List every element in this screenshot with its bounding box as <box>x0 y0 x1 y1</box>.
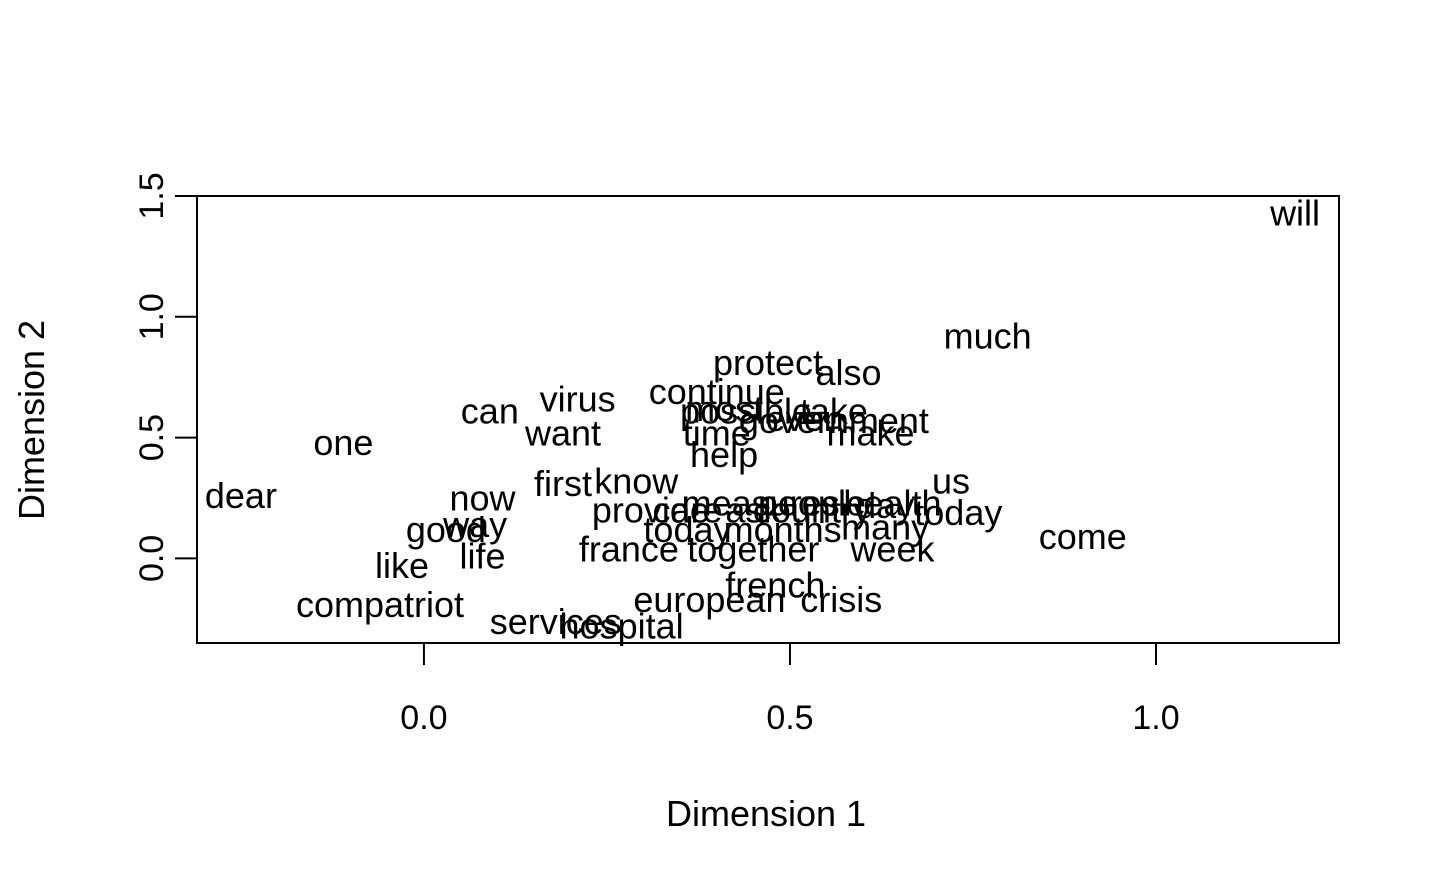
word-label: day <box>856 485 914 526</box>
y-tick-label: 1.5 <box>133 172 171 219</box>
x-tick-label: 1.0 <box>1132 699 1179 737</box>
word-label: one <box>313 422 373 463</box>
word-label: week <box>849 528 935 569</box>
y-tick-label: 0.5 <box>133 414 171 461</box>
word-label: country <box>753 490 871 531</box>
word-label: ask <box>725 490 782 531</box>
y-axis-title: Dimension 2 <box>11 320 52 520</box>
word-label: health <box>843 482 941 523</box>
word-label: much <box>944 316 1032 357</box>
word-label: know <box>594 461 679 502</box>
word-label: compatriot <box>296 584 464 625</box>
word-label: will <box>1269 192 1320 233</box>
word-label: measures <box>682 482 840 523</box>
x-axis-title: Dimension 1 <box>666 793 866 834</box>
word-label: european <box>633 579 785 620</box>
y-tick-label: 0.0 <box>133 535 171 582</box>
word-label: crisis <box>800 579 882 620</box>
word-label: care <box>652 490 722 531</box>
word-label: also <box>816 352 882 393</box>
word-label: even <box>766 398 844 439</box>
x-axis: 0.0 0.5 1.0 <box>400 642 1180 737</box>
word-label: continue <box>649 371 785 412</box>
word-label: want <box>524 412 601 453</box>
word-label: provide <box>592 490 710 531</box>
word-label: today <box>643 509 731 550</box>
word-label: possible <box>680 391 812 432</box>
word-label: hospital <box>560 606 684 647</box>
word-label: virus <box>540 378 616 419</box>
word-label: french <box>725 565 825 606</box>
word-label: come <box>1039 516 1127 557</box>
word-label: together <box>687 528 819 569</box>
x-tick-label: 0.5 <box>766 699 813 737</box>
word-label: make <box>826 412 914 453</box>
word-label: can <box>461 391 519 432</box>
word-label: services <box>490 601 622 642</box>
word-label: now <box>449 478 516 519</box>
word-label: people <box>758 482 866 523</box>
word-label: today <box>914 492 1002 533</box>
word-label: france <box>579 528 679 569</box>
word-label: many <box>841 507 929 548</box>
word-label: way <box>442 504 507 545</box>
word-label: take <box>800 391 868 432</box>
x-tick-label: 0.0 <box>400 699 447 737</box>
word-label: government <box>739 400 929 441</box>
word-label: time <box>683 412 751 453</box>
word-label: good <box>406 509 486 550</box>
word-label: most <box>685 388 763 429</box>
y-tick-label: 1.0 <box>133 293 171 340</box>
word-label: months <box>724 509 842 550</box>
y-axis: 0.0 0.5 1.0 1.5 <box>133 172 198 582</box>
word-label: protect <box>713 342 823 383</box>
word-label: dear <box>205 475 277 516</box>
word-label: life <box>459 536 505 577</box>
word-label: us <box>932 461 970 502</box>
word-label: like <box>375 545 429 586</box>
word-label: first <box>534 463 592 504</box>
word-label: help <box>690 434 758 475</box>
